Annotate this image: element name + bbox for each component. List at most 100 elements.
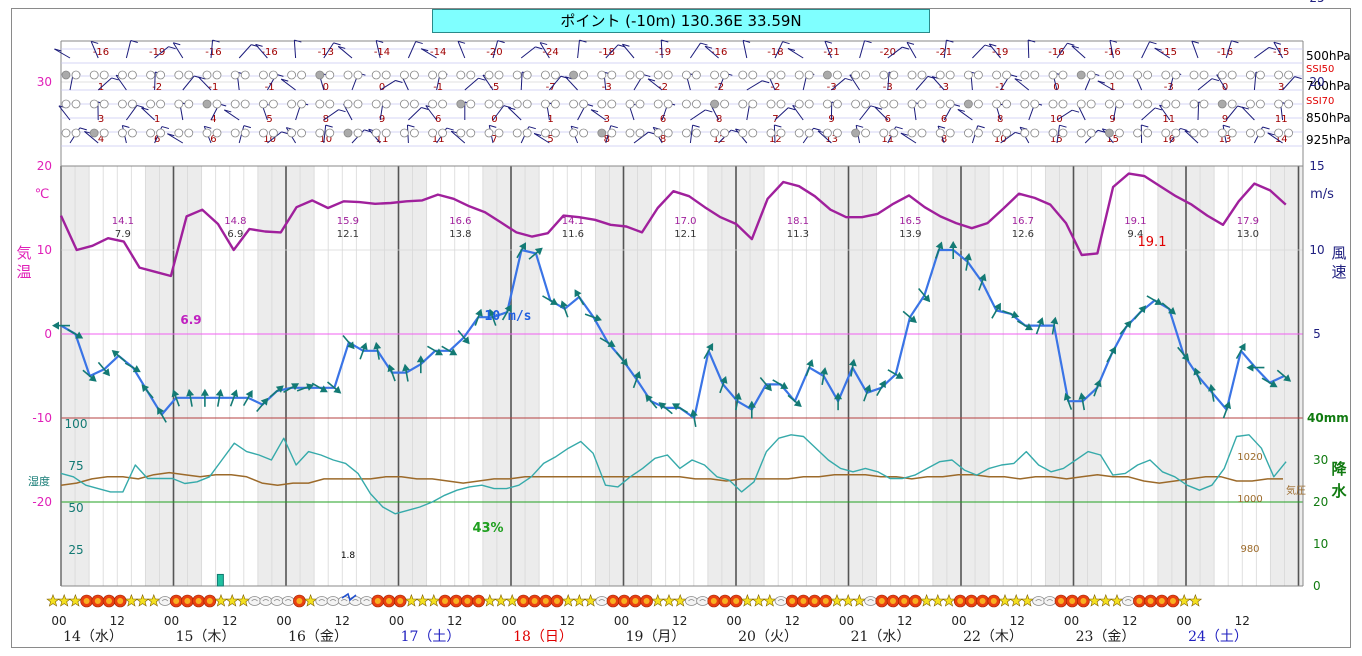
wind-barb	[1109, 40, 1114, 59]
wind-barb-flag	[338, 45, 346, 49]
wind-barb	[622, 43, 635, 59]
weather-cloud-swirl	[1035, 599, 1042, 602]
wind-barb-flag	[989, 43, 997, 47]
cloud-marker	[438, 99, 448, 109]
weather-sunny-icon	[830, 593, 844, 607]
weather-sunny-icon	[942, 593, 956, 607]
wind-barb-flag	[895, 126, 903, 130]
chart-frame	[11, 8, 1351, 648]
upper-temp-value: 11	[432, 134, 445, 145]
weather-cloud-swirl	[363, 599, 370, 602]
wind-barb-flag	[1268, 46, 1277, 50]
cloud-marker	[99, 128, 109, 138]
upper-temp-value: -16	[93, 47, 109, 58]
hour-label: 00	[726, 614, 741, 628]
wind-barb-flag	[457, 40, 466, 44]
day-label: 22（木）	[963, 629, 1023, 645]
cloud-marker	[1020, 99, 1030, 109]
daily-max: 17.9	[1237, 216, 1259, 227]
cloud-marker	[297, 99, 307, 109]
cloud-marker	[1030, 128, 1040, 138]
temp-unit: ℃	[35, 187, 50, 202]
wind-arrow-head	[949, 241, 958, 248]
wind-barb	[972, 44, 986, 59]
hour-label: 12	[335, 614, 350, 628]
cloud-marker	[240, 99, 250, 109]
upper-temp-value: -15	[1273, 47, 1289, 58]
cloud-marker	[230, 128, 240, 138]
wind-arrow	[733, 392, 742, 411]
wind-arrow-head	[764, 383, 772, 392]
wind-barb-flag	[1097, 80, 1105, 84]
wind-arrow	[560, 300, 569, 318]
wind-arrow	[1261, 377, 1278, 388]
wind-barb-flag	[1010, 74, 1018, 78]
cloud-marker	[1246, 128, 1255, 138]
cloud-marker	[89, 99, 99, 109]
wind-arrow	[1177, 346, 1190, 362]
wind-arrow-head	[1181, 353, 1190, 362]
cloud-marker	[551, 70, 560, 80]
upper-temp-value: -18	[767, 47, 783, 58]
cloud-marker	[945, 128, 955, 138]
cloud-marker	[833, 128, 842, 138]
wind-arrow-head	[319, 385, 328, 393]
wind-arrow	[1161, 302, 1176, 315]
wind-barb	[323, 42, 335, 59]
weather-cloud-swirl	[867, 599, 874, 602]
hour-label: 00	[1064, 614, 1079, 628]
cloud-marker	[625, 128, 635, 138]
wind-arrow	[256, 397, 269, 413]
wind-arrow	[141, 384, 154, 399]
wind-barb	[1184, 130, 1199, 144]
wind-arrow-head	[402, 363, 410, 372]
wind-arrow-head	[560, 300, 568, 309]
cloud-marker	[466, 99, 476, 109]
upper-temp-value: -16	[711, 47, 727, 58]
upper-temp-value: 11	[376, 134, 389, 145]
cloud-marker	[1020, 70, 1030, 80]
cloud-marker	[569, 128, 578, 138]
weather-sunny-icon	[404, 593, 419, 607]
wind-barb	[817, 130, 832, 144]
weather-sunny-icon	[427, 593, 441, 607]
upper-temp-value: -7	[546, 82, 556, 93]
weather-cloud-swirl	[352, 599, 359, 602]
weather-sun-core	[1158, 598, 1165, 604]
wind-barb-flag	[395, 79, 403, 83]
wind-barb-flag	[900, 132, 909, 136]
cloud-marker	[597, 128, 607, 138]
cloud-marker	[118, 99, 127, 109]
cloud-marker	[240, 70, 250, 80]
cloud-marker	[156, 128, 166, 138]
cloud-marker	[428, 99, 438, 109]
wind-arrow-head	[834, 392, 843, 400]
wind-arrow-head	[620, 358, 628, 367]
wind-barb	[172, 42, 184, 59]
cloud-marker	[494, 128, 504, 138]
weather-sun-core	[106, 598, 112, 604]
ssi-label: SSI50	[1306, 64, 1334, 75]
weather-sunny-icon	[931, 593, 945, 607]
upper-temp-value: 0	[323, 82, 329, 93]
cloud-marker	[371, 99, 381, 109]
cloud-marker	[1227, 128, 1237, 138]
cloud-marker	[541, 128, 550, 138]
wind-arrow-head	[534, 247, 543, 256]
wind-barb-flag	[610, 125, 618, 129]
wind-barb	[1071, 45, 1086, 59]
upper-temp-value: 10	[994, 134, 1007, 145]
weather-sun-core	[890, 598, 896, 604]
cloud-marker	[325, 128, 335, 138]
cloud-marker	[861, 99, 870, 109]
precip-tick: 20	[1313, 495, 1328, 509]
cloud-marker	[833, 99, 842, 109]
weather-sunny-icon	[225, 593, 239, 607]
cloud-marker	[1246, 99, 1255, 109]
weather-sun-core	[621, 598, 628, 604]
wind-arrow	[1063, 392, 1073, 410]
wind-arrow-head	[645, 394, 653, 403]
weather-sunny-icon	[841, 593, 855, 607]
cloud-marker	[1189, 70, 1199, 80]
cloud-marker	[1256, 99, 1265, 109]
